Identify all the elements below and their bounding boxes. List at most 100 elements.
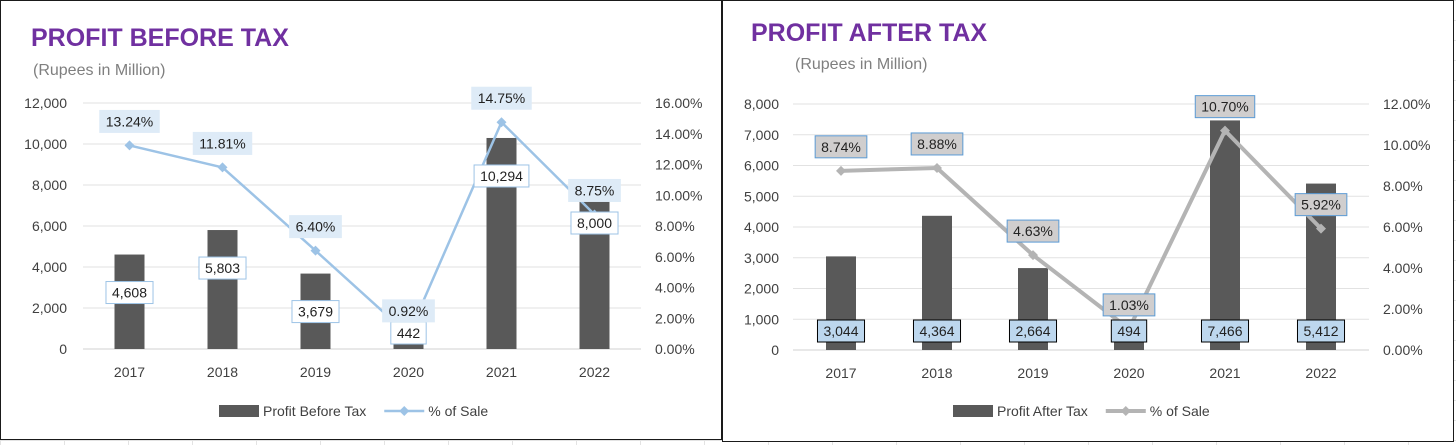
line-data-label-group: 8.88% [910, 132, 964, 156]
legend-line-marker [399, 406, 410, 416]
bar [207, 230, 238, 349]
legend-bar-label: Profit After Tax [997, 403, 1088, 419]
line-data-label-box [814, 135, 868, 159]
x-axis-tick: 2022 [1305, 365, 1336, 381]
bar-data-label-box [1296, 319, 1346, 343]
y2-axis-tick: 4.00% [655, 280, 695, 296]
chart-subtitle: (Rupees in Million) [33, 62, 166, 79]
line-data-label-box [1194, 95, 1256, 119]
line-data-label: 4.63% [1013, 223, 1053, 239]
bar-data-label-group: 4,608 [105, 281, 154, 305]
bar-data-label: 8,000 [577, 215, 612, 231]
bar-data-label: 4,608 [112, 285, 147, 301]
bar-data-label: 2,664 [1015, 323, 1050, 339]
bar-data-label-group: 2,664 [1008, 319, 1058, 343]
bar-data-label-group: 5,412 [1296, 319, 1346, 343]
y2-axis-tick: 6.00% [655, 249, 695, 265]
line-marker [310, 245, 321, 256]
y2-axis-tick: 4.00% [1383, 260, 1423, 276]
y-axis-tick: 6,000 [32, 218, 67, 234]
bar-data-label: 4,364 [919, 323, 954, 339]
line-data-label-group: 11.81% [192, 131, 253, 155]
profit-before-tax-plot: PROFIT BEFORE TAX (Rupees in Million) 0 2,0… [24, 24, 702, 419]
line-data-label-group: 10.70% [1194, 95, 1256, 119]
y2-axis-tick: 0.00% [655, 341, 695, 357]
bar-data-label-group: 7,466 [1200, 319, 1250, 343]
profit-after-tax-plot: PROFIT AFTER TAX (Rupees in Million) 0 1,00… [744, 19, 1431, 419]
bar-data-label: 3,044 [823, 323, 858, 339]
bar [1210, 120, 1240, 350]
line-marker [1028, 250, 1038, 261]
bar-data-label-group: 8,000 [570, 211, 619, 235]
y-axis-tick: 3,000 [744, 250, 779, 266]
x-axis-tick: 2021 [1209, 365, 1240, 381]
bar-data-label: 10,294 [480, 168, 523, 184]
y-axis-tick: 8,000 [744, 96, 779, 112]
legend-line-label: % of Sale [428, 403, 488, 419]
bar-data-label-box [816, 319, 866, 343]
line-data-label-group: 14.75% [471, 86, 532, 110]
legend: Profit Before Tax % of Sale [219, 403, 488, 419]
y2-axis-tick: 12.00% [1383, 96, 1430, 112]
x-axis-tick: 2017 [825, 365, 856, 381]
y-axis-tick: 4,000 [32, 259, 67, 275]
bar-data-label: 442 [397, 325, 421, 341]
line-data-label: 8.74% [821, 139, 861, 155]
line-marker [1316, 223, 1326, 234]
bar-data-label-group: 3,044 [816, 319, 866, 343]
chart-title: PROFIT AFTER TAX [751, 19, 987, 47]
bar-data-label: 5,803 [205, 260, 240, 276]
y2-axis-tick: 2.00% [1383, 301, 1423, 317]
line-series [129, 120, 596, 337]
x-axis-tick: 2018 [921, 365, 952, 381]
bar-data-label-box [1110, 319, 1148, 343]
y-axis-tick: 6,000 [744, 158, 779, 174]
line-data-label-group: 6.40% [289, 215, 342, 239]
line-data-label: 10.70% [1201, 99, 1248, 115]
bar-data-label-box [198, 256, 247, 280]
legend-bar-swatch [953, 405, 993, 417]
line-data-label-group: 5.92% [1294, 193, 1348, 217]
line-data-label: 13.24% [106, 113, 153, 129]
line-data-label-box [192, 131, 253, 155]
legend-bar-label: Profit Before Tax [263, 403, 366, 419]
legend-line-marker [1120, 406, 1131, 416]
y-axis-tick: 0 [771, 342, 779, 358]
line-marker [496, 117, 507, 128]
bar-data-label-group: 10,294 [473, 164, 530, 188]
x-axis-tick: 2020 [393, 364, 424, 380]
profit-before-tax-chart: PROFIT BEFORE TAX (Rupees in Million) 0 2,0… [0, 0, 722, 440]
bar-data-label-box [912, 319, 962, 343]
line-data-label-group: 8.74% [814, 135, 868, 159]
bar-data-label-group: 494 [1110, 319, 1148, 343]
y-axis-tick: 4,000 [744, 219, 779, 235]
bar-data-label-box [570, 211, 619, 235]
line-data-label-box [382, 299, 435, 323]
bar-data-label-box [1200, 319, 1250, 343]
y-axis-tick: 1,000 [744, 311, 779, 327]
bar-data-label-group: 5,803 [198, 256, 247, 280]
x-axis-tick: 2020 [1113, 365, 1144, 381]
line-data-label-box [568, 178, 621, 202]
line-data-label: 8.75% [575, 182, 615, 198]
line-data-label: 6.40% [296, 219, 336, 235]
bar-data-label-box [105, 281, 154, 305]
y2-axis-tick: 8.00% [655, 218, 695, 234]
x-axis-tick: 2019 [1017, 365, 1048, 381]
bar-data-label-box [473, 164, 530, 188]
line-data-label: 1.03% [1109, 297, 1149, 313]
bar-data-label-box [1008, 319, 1058, 343]
line-data-label: 0.92% [389, 303, 429, 319]
x-axis-tick: 2022 [579, 364, 610, 380]
bar-data-label-group: 3,679 [291, 300, 340, 324]
line-data-label-group: 4.63% [1006, 219, 1060, 243]
line-data-label-box [910, 132, 964, 156]
line-marker [124, 140, 135, 151]
y-axis-tick: 8,000 [32, 177, 67, 193]
line-marker [217, 162, 228, 173]
y2-axis-tick: 10.00% [1383, 137, 1430, 153]
bar-data-label-box [291, 300, 340, 324]
line-data-label-box [1294, 193, 1348, 217]
line-data-label-box [289, 215, 342, 239]
line-data-label: 11.81% [199, 135, 245, 151]
